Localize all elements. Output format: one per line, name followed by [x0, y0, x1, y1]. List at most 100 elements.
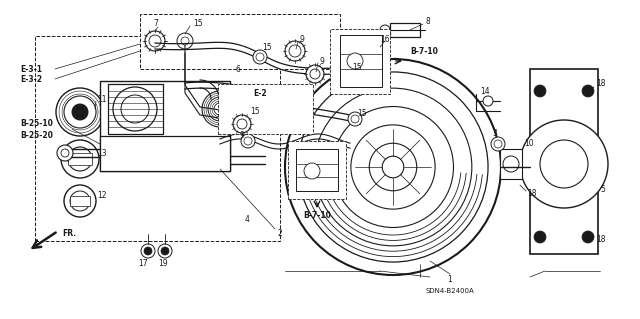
- Circle shape: [113, 87, 157, 131]
- Bar: [70, 196, 90, 206]
- Circle shape: [64, 185, 96, 217]
- Text: 14: 14: [480, 86, 490, 95]
- Text: FR.: FR.: [62, 228, 76, 238]
- Circle shape: [351, 125, 435, 209]
- Text: 18: 18: [596, 79, 605, 88]
- Circle shape: [483, 96, 493, 106]
- Bar: [330, 29, 390, 94]
- Circle shape: [244, 137, 252, 145]
- Text: B-7-10: B-7-10: [303, 211, 331, 220]
- Text: E-3-2: E-3-2: [20, 75, 42, 84]
- Text: 11: 11: [97, 94, 106, 103]
- Circle shape: [582, 231, 594, 243]
- Circle shape: [582, 85, 594, 97]
- Circle shape: [256, 53, 264, 61]
- Circle shape: [253, 50, 267, 64]
- Bar: [35, 36, 280, 241]
- Bar: [68, 153, 92, 165]
- Text: 4: 4: [245, 214, 250, 224]
- Circle shape: [149, 35, 161, 47]
- Bar: [530, 69, 598, 254]
- Text: 19: 19: [158, 259, 168, 269]
- Circle shape: [348, 112, 362, 126]
- Bar: [218, 84, 313, 134]
- Circle shape: [298, 72, 488, 262]
- Text: 2: 2: [278, 229, 283, 239]
- Bar: [100, 81, 230, 171]
- Text: 13: 13: [97, 150, 107, 159]
- Circle shape: [214, 103, 226, 115]
- Circle shape: [241, 134, 255, 148]
- Circle shape: [70, 191, 90, 211]
- Bar: [500, 149, 522, 179]
- Text: 6: 6: [235, 64, 240, 73]
- Text: 9: 9: [300, 34, 305, 43]
- Circle shape: [68, 147, 92, 171]
- Circle shape: [534, 85, 546, 97]
- Circle shape: [158, 244, 172, 258]
- Text: B-25-20: B-25-20: [20, 131, 53, 140]
- Bar: [108, 84, 163, 134]
- Circle shape: [503, 156, 519, 172]
- Circle shape: [145, 31, 165, 51]
- Circle shape: [57, 145, 73, 161]
- Text: 18: 18: [596, 234, 605, 243]
- Circle shape: [144, 247, 152, 255]
- Circle shape: [72, 104, 88, 120]
- Bar: [340, 35, 382, 87]
- Circle shape: [64, 96, 96, 128]
- Text: 15: 15: [352, 63, 362, 71]
- Circle shape: [285, 59, 501, 275]
- Circle shape: [56, 88, 104, 136]
- Text: 1: 1: [447, 275, 452, 284]
- Bar: [296, 149, 338, 191]
- Circle shape: [237, 119, 247, 129]
- Text: 16: 16: [380, 34, 390, 43]
- Bar: [288, 141, 346, 199]
- Circle shape: [285, 41, 305, 61]
- Circle shape: [367, 41, 383, 57]
- Circle shape: [121, 95, 149, 123]
- Text: E-2: E-2: [253, 90, 267, 99]
- Text: 17: 17: [138, 259, 148, 269]
- Circle shape: [382, 156, 404, 178]
- Circle shape: [289, 45, 301, 57]
- Circle shape: [371, 45, 379, 53]
- Text: 7: 7: [153, 19, 158, 28]
- Circle shape: [491, 137, 505, 151]
- Text: 18: 18: [527, 189, 536, 198]
- Circle shape: [534, 231, 546, 243]
- Text: 5: 5: [600, 184, 605, 194]
- Circle shape: [310, 69, 320, 79]
- Circle shape: [346, 70, 354, 78]
- Circle shape: [304, 163, 320, 179]
- Circle shape: [314, 88, 472, 246]
- Text: 10: 10: [524, 139, 534, 149]
- Circle shape: [177, 33, 193, 49]
- Circle shape: [181, 37, 189, 45]
- Circle shape: [369, 143, 417, 191]
- Text: 9: 9: [239, 131, 244, 140]
- Circle shape: [520, 120, 608, 208]
- Text: SDN4-B2400A: SDN4-B2400A: [426, 288, 474, 294]
- Circle shape: [343, 67, 357, 81]
- Text: 12: 12: [97, 191, 106, 201]
- Circle shape: [234, 113, 242, 121]
- Text: E-3-1: E-3-1: [20, 64, 42, 73]
- Circle shape: [351, 115, 359, 123]
- Text: 15: 15: [262, 42, 271, 51]
- Text: B-7-10: B-7-10: [410, 47, 438, 56]
- Circle shape: [61, 140, 99, 178]
- Text: B-25-10: B-25-10: [20, 120, 53, 129]
- Circle shape: [306, 65, 324, 83]
- Circle shape: [161, 247, 169, 255]
- Text: 15: 15: [357, 108, 367, 117]
- Bar: [100, 136, 230, 171]
- Bar: [390, 23, 420, 37]
- Circle shape: [208, 97, 232, 121]
- Circle shape: [347, 53, 363, 69]
- Circle shape: [233, 115, 251, 133]
- Circle shape: [202, 91, 238, 127]
- Text: 15: 15: [250, 107, 260, 115]
- Text: 8: 8: [425, 17, 429, 26]
